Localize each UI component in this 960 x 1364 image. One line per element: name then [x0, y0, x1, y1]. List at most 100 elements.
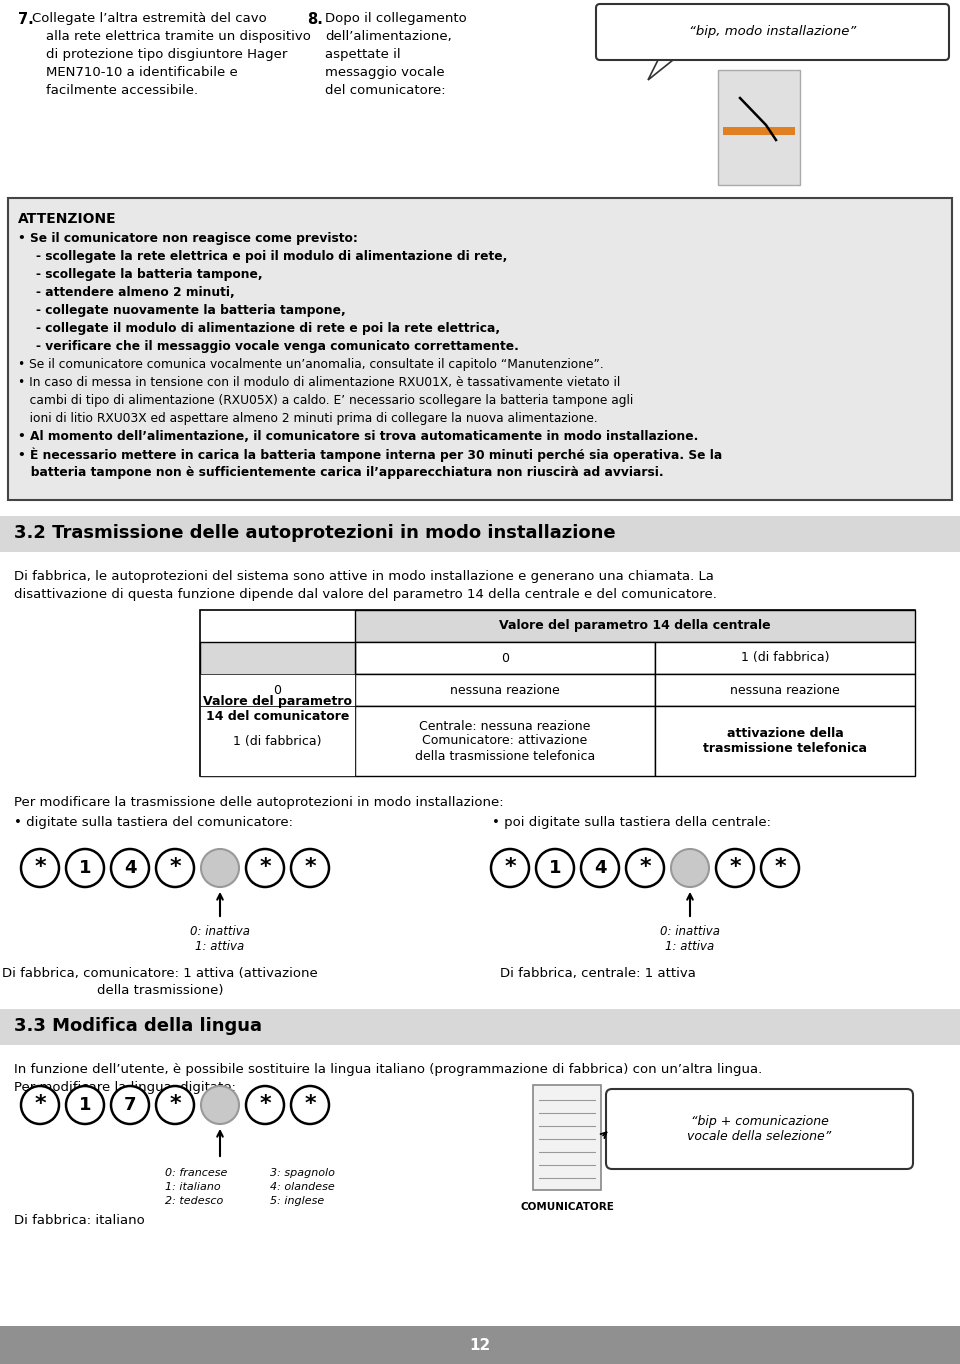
Circle shape	[111, 848, 149, 887]
Text: disattivazione di questa funzione dipende dal valore del parametro 14 della cent: disattivazione di questa funzione dipend…	[14, 588, 717, 602]
Text: COMUNICATORE: COMUNICATORE	[520, 1202, 614, 1213]
Text: • In caso di messa in tensione con il modulo di alimentazione RXU01X, è tassativ: • In caso di messa in tensione con il mo…	[18, 376, 620, 389]
Bar	[200, 674, 355, 707]
Text: ioni di litio RXU03X ed aspettare almeno 2 minuti prima di collegare la nuova al: ioni di litio RXU03X ed aspettare almeno…	[18, 412, 598, 426]
Text: - scollegate la rete elettrica e poi il modulo di alimentazione di rete,: - scollegate la rete elettrica e poi il …	[36, 250, 508, 263]
Bar	[355, 707, 655, 776]
Text: 8.: 8.	[307, 12, 323, 27]
Text: 0: inattiva
1: attiva: 0: inattiva 1: attiva	[660, 925, 720, 953]
Text: - collegate il modulo di alimentazione di rete e poi la rete elettrica,: - collegate il modulo di alimentazione d…	[36, 322, 500, 336]
Text: *: *	[304, 1094, 316, 1114]
Text: - attendere almeno 2 minuti,: - attendere almeno 2 minuti,	[36, 286, 235, 299]
Text: nessuna reazione: nessuna reazione	[731, 683, 840, 697]
Text: 1: italiano: 1: italiano	[165, 1183, 221, 1192]
Text: del comunicatore:: del comunicatore:	[325, 85, 445, 97]
Text: 1: 1	[79, 1097, 91, 1114]
Text: cambi di tipo di alimentazione (RXU05X) a caldo. E’ necessario scollegare la bat: cambi di tipo di alimentazione (RXU05X) …	[18, 394, 634, 406]
Bar	[0, 516, 960, 552]
FancyBboxPatch shape	[606, 1088, 913, 1169]
Circle shape	[536, 848, 574, 887]
Text: *: *	[504, 857, 516, 877]
Text: 0: inattiva
1: attiva: 0: inattiva 1: attiva	[190, 925, 250, 953]
Circle shape	[201, 1086, 239, 1124]
Bar	[355, 610, 915, 642]
Text: Valore del parametro 14 della centrale: Valore del parametro 14 della centrale	[499, 619, 771, 633]
Circle shape	[491, 848, 529, 887]
Text: aspettate il: aspettate il	[325, 48, 400, 61]
Text: “bip + comunicazione
vocale della selezione”: “bip + comunicazione vocale della selezi…	[687, 1114, 831, 1143]
Text: 1: 1	[549, 859, 562, 877]
Circle shape	[156, 1086, 194, 1124]
Circle shape	[66, 848, 104, 887]
Bar	[533, 1084, 601, 1189]
Circle shape	[581, 848, 619, 887]
Text: *: *	[35, 1094, 46, 1114]
Text: MEN710-10 a identificabile e: MEN710-10 a identificabile e	[46, 65, 238, 79]
Text: 1: 1	[79, 859, 91, 877]
Text: Dopo il collegamento: Dopo il collegamento	[325, 12, 467, 25]
Text: attivazione della
trasmissione telefonica: attivazione della trasmissione telefonic…	[703, 727, 867, 756]
Text: • poi digitate sulla tastiera della centrale:: • poi digitate sulla tastiera della cent…	[492, 816, 771, 829]
Circle shape	[716, 848, 754, 887]
Bar	[655, 642, 915, 674]
Text: 4: 4	[593, 859, 607, 877]
Bar	[200, 610, 915, 776]
Text: 4: 4	[124, 859, 136, 877]
Bar	[0, 1326, 960, 1364]
Text: 0: francese: 0: francese	[165, 1168, 228, 1178]
Text: *: *	[169, 857, 180, 877]
Text: - verificare che il messaggio vocale venga comunicato correttamente.: - verificare che il messaggio vocale ven…	[36, 340, 518, 353]
Bar	[355, 642, 655, 674]
FancyBboxPatch shape	[596, 4, 949, 60]
Text: Valore del parametro
14 del comunicatore: Valore del parametro 14 del comunicatore	[203, 696, 352, 723]
Text: - scollegate la batteria tampone,: - scollegate la batteria tampone,	[36, 267, 263, 281]
Text: Di fabbrica, le autoprotezioni del sistema sono attive in modo installazione e g: Di fabbrica, le autoprotezioni del siste…	[14, 570, 714, 582]
Circle shape	[21, 848, 59, 887]
Text: In funzione dell’utente, è possibile sostituire la lingua italiano (programmazio: In funzione dell’utente, è possibile sos…	[14, 1063, 762, 1076]
Circle shape	[156, 848, 194, 887]
Circle shape	[291, 1086, 329, 1124]
Bar	[200, 707, 355, 776]
Text: batteria tampone non è sufficientemente carica il’apparecchiatura non riuscirà a: batteria tampone non è sufficientemente …	[18, 466, 663, 479]
Circle shape	[66, 1086, 104, 1124]
Text: di protezione tipo disgiuntore Hager: di protezione tipo disgiuntore Hager	[46, 48, 287, 61]
Bar	[655, 707, 915, 776]
Circle shape	[761, 848, 799, 887]
Text: • Al momento dell’alimentazione, il comunicatore si trova automaticamente in mod: • Al momento dell’alimentazione, il comu…	[18, 430, 698, 443]
Bar	[8, 198, 952, 501]
Circle shape	[246, 1086, 284, 1124]
Text: nessuna reazione: nessuna reazione	[450, 683, 560, 697]
Text: - collegate nuovamente la batteria tampone,: - collegate nuovamente la batteria tampo…	[36, 304, 346, 316]
Text: *: *	[639, 857, 651, 877]
Text: messaggio vocale: messaggio vocale	[325, 65, 444, 79]
Text: 12: 12	[469, 1338, 491, 1353]
Text: *: *	[259, 857, 271, 877]
Text: *: *	[259, 1094, 271, 1114]
Text: *: *	[35, 857, 46, 877]
Text: 3.3 Modifica della lingua: 3.3 Modifica della lingua	[14, 1018, 262, 1035]
Bar	[200, 642, 355, 776]
Circle shape	[21, 1086, 59, 1124]
Bar	[655, 674, 915, 707]
Text: 5: inglese: 5: inglese	[270, 1196, 324, 1206]
Text: dell’alimentazione,: dell’alimentazione,	[325, 30, 452, 44]
Bar	[718, 70, 800, 186]
Text: 7: 7	[124, 1097, 136, 1114]
Text: della trasmissione): della trasmissione)	[97, 983, 224, 997]
Text: Di fabbrica, centrale: 1 attiva: Di fabbrica, centrale: 1 attiva	[500, 967, 696, 979]
Text: Collegate l’altra estremità del cavo: Collegate l’altra estremità del cavo	[32, 12, 267, 25]
Text: 1 (di fabbrica): 1 (di fabbrica)	[233, 734, 322, 747]
Text: • È necessario mettere in carica la batteria tampone interna per 30 minuti perch: • È necessario mettere in carica la batt…	[18, 447, 722, 462]
Circle shape	[201, 848, 239, 887]
Circle shape	[291, 848, 329, 887]
Text: facilmente accessibile.: facilmente accessibile.	[46, 85, 198, 97]
Text: Di fabbrica, comunicatore: 1 attiva (attivazione: Di fabbrica, comunicatore: 1 attiva (att…	[2, 967, 318, 979]
Text: alla rete elettrica tramite un dispositivo: alla rete elettrica tramite un dispositi…	[46, 30, 311, 44]
Bar	[723, 127, 795, 135]
Bar	[355, 674, 655, 707]
Text: • Se il comunicatore non reagisce come previsto:: • Se il comunicatore non reagisce come p…	[18, 232, 358, 246]
Circle shape	[246, 848, 284, 887]
Bar	[0, 1009, 960, 1045]
Text: 3: spagnolo: 3: spagnolo	[270, 1168, 335, 1178]
Circle shape	[626, 848, 664, 887]
